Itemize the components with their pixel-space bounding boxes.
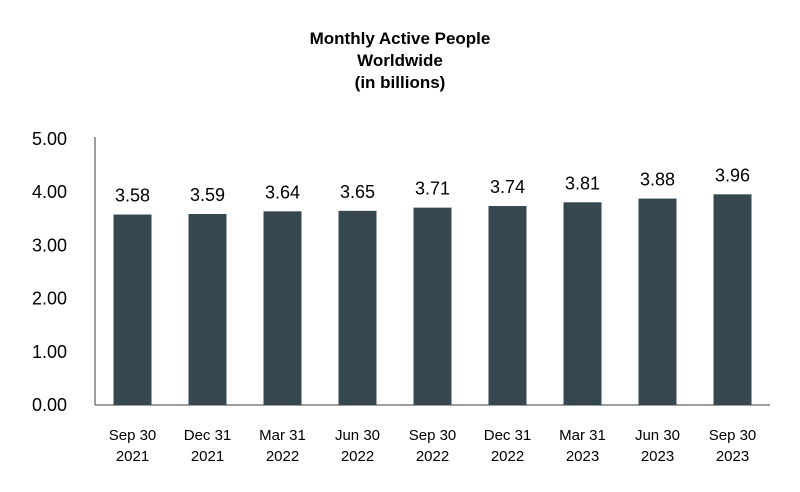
chart-title-line-3: (in billions) bbox=[354, 73, 446, 92]
x-tick-label-year: 2021 bbox=[116, 448, 149, 465]
chart-title-line-2: Worldwide bbox=[357, 51, 443, 70]
data-label: 3.58 bbox=[115, 186, 150, 206]
x-tick-label-date: Jun 30 bbox=[335, 427, 380, 444]
x-tick-label-year: 2023 bbox=[641, 448, 674, 465]
y-tick-label: 0.00 bbox=[32, 395, 67, 415]
x-tick-label-date: Dec 31 bbox=[484, 427, 532, 444]
y-tick-label: 1.00 bbox=[32, 342, 67, 362]
x-tick-label-year: 2021 bbox=[191, 448, 224, 465]
x-tick-label-date: Mar 31 bbox=[259, 427, 306, 444]
x-tick-label-date: Sep 30 bbox=[109, 427, 157, 444]
y-tick-label: 5.00 bbox=[32, 129, 67, 149]
data-label: 3.65 bbox=[340, 182, 375, 202]
x-tick-label-date: Sep 30 bbox=[409, 427, 457, 444]
bar bbox=[338, 210, 377, 405]
data-label: 3.88 bbox=[640, 170, 675, 190]
y-tick-label: 2.00 bbox=[32, 289, 67, 309]
bar bbox=[563, 202, 602, 405]
x-tick-label-date: Dec 31 bbox=[184, 427, 232, 444]
bar bbox=[188, 214, 227, 405]
data-label: 3.71 bbox=[415, 179, 450, 199]
data-label: 3.64 bbox=[265, 182, 300, 202]
x-tick-label-year: 2022 bbox=[491, 448, 524, 465]
x-tick-label-year: 2023 bbox=[566, 448, 599, 465]
data-label: 3.81 bbox=[565, 173, 600, 193]
bar bbox=[713, 194, 752, 405]
x-tick-label-year: 2023 bbox=[716, 448, 749, 465]
x-tick-label-year: 2022 bbox=[266, 448, 299, 465]
chart-title-line-1: Monthly Active People bbox=[309, 29, 491, 48]
data-label: 3.59 bbox=[190, 185, 225, 205]
bar bbox=[488, 206, 527, 405]
x-tick-label-year: 2022 bbox=[416, 448, 449, 465]
bar bbox=[413, 207, 452, 405]
bar bbox=[113, 214, 152, 405]
x-tick-label-date: Mar 31 bbox=[559, 427, 606, 444]
x-tick-label-date: Sep 30 bbox=[709, 427, 757, 444]
y-tick-label: 4.00 bbox=[32, 182, 67, 202]
y-tick-label: 3.00 bbox=[32, 235, 67, 255]
x-tick-label-year: 2022 bbox=[341, 448, 374, 465]
data-label: 3.74 bbox=[490, 177, 525, 197]
data-label: 3.96 bbox=[715, 165, 750, 185]
chart-title: Monthly Active People Worldwide (in bill… bbox=[0, 28, 800, 94]
x-tick-label-date: Jun 30 bbox=[635, 427, 680, 444]
bar bbox=[263, 211, 302, 405]
bar bbox=[638, 198, 677, 405]
